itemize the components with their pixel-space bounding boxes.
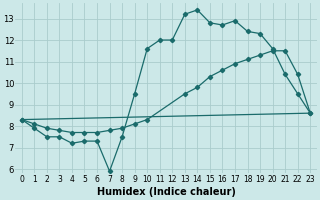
X-axis label: Humidex (Indice chaleur): Humidex (Indice chaleur): [97, 187, 236, 197]
